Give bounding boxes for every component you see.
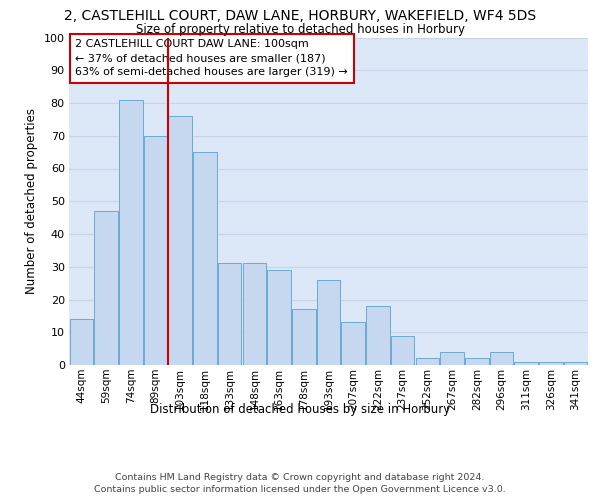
Text: 2 CASTLEHILL COURT DAW LANE: 100sqm
← 37% of detached houses are smaller (187)
6: 2 CASTLEHILL COURT DAW LANE: 100sqm ← 37…: [75, 39, 348, 77]
Bar: [366, 306, 389, 365]
Bar: [70, 319, 93, 365]
Text: Contains public sector information licensed under the Open Government Licence v3: Contains public sector information licen…: [94, 485, 506, 494]
Bar: [465, 358, 488, 365]
Bar: [242, 264, 266, 365]
Bar: [564, 362, 587, 365]
Bar: [539, 362, 563, 365]
Bar: [490, 352, 513, 365]
Text: Contains HM Land Registry data © Crown copyright and database right 2024.: Contains HM Land Registry data © Crown c…: [115, 472, 485, 482]
Bar: [119, 100, 143, 365]
Y-axis label: Number of detached properties: Number of detached properties: [25, 108, 38, 294]
Bar: [317, 280, 340, 365]
Bar: [144, 136, 167, 365]
Bar: [416, 358, 439, 365]
Bar: [218, 264, 241, 365]
Bar: [169, 116, 192, 365]
Text: Distribution of detached houses by size in Horbury: Distribution of detached houses by size …: [150, 402, 450, 415]
Bar: [391, 336, 415, 365]
Bar: [193, 152, 217, 365]
Text: Size of property relative to detached houses in Horbury: Size of property relative to detached ho…: [136, 22, 464, 36]
Bar: [440, 352, 464, 365]
Bar: [292, 310, 316, 365]
Bar: [341, 322, 365, 365]
Bar: [514, 362, 538, 365]
Bar: [268, 270, 291, 365]
Text: 2, CASTLEHILL COURT, DAW LANE, HORBURY, WAKEFIELD, WF4 5DS: 2, CASTLEHILL COURT, DAW LANE, HORBURY, …: [64, 9, 536, 23]
Bar: [94, 211, 118, 365]
